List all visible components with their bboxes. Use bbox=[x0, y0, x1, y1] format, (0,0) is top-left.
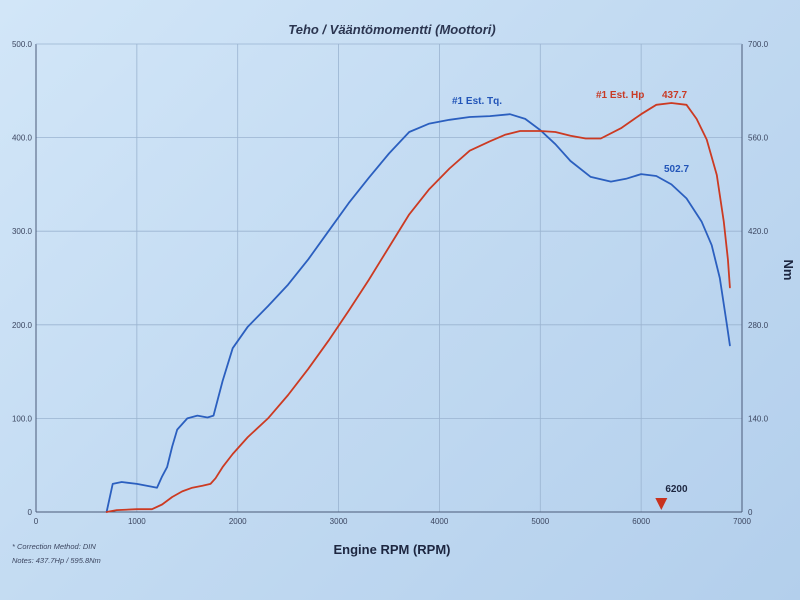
series-group bbox=[105, 102, 731, 513]
y-right-tick-label: 140.0 bbox=[748, 414, 769, 423]
x-tick-label: 0 bbox=[34, 517, 39, 526]
y-left-tick-label: 100.0 bbox=[12, 414, 33, 423]
x-tick-label: 7000 bbox=[733, 517, 751, 526]
grid bbox=[36, 44, 742, 512]
tick-labels: 0 1000 2000 3000 4000 5000 6000 70000100.0200.0… bbox=[12, 40, 769, 526]
hp-series-line bbox=[105, 102, 731, 513]
axes bbox=[35, 43, 743, 513]
y-right-tick-label: 280.0 bbox=[748, 321, 769, 330]
y-left-tick-label: 0 bbox=[28, 508, 33, 517]
x-tick-label: 4000 bbox=[431, 517, 449, 526]
x-tick-label: 6000 bbox=[632, 517, 650, 526]
torque-series-line bbox=[105, 113, 731, 513]
x-tick-label: 2000 bbox=[229, 517, 247, 526]
x-tick-label: 5000 bbox=[531, 517, 549, 526]
y-right-tick-label: 560.0 bbox=[748, 134, 769, 143]
x-axis-label: Engine RPM (RPM) bbox=[334, 542, 451, 557]
hp-series-label: #1 Est. Hp bbox=[596, 90, 644, 101]
notes-text: Notes: 437.7Hp / 595.8Nm bbox=[12, 556, 101, 565]
rpm-marker-triangle bbox=[655, 498, 668, 510]
rpm-marker: 6200 bbox=[655, 484, 688, 510]
y-right-tick-label: 420.0 bbox=[748, 227, 769, 236]
y-left-tick-label: 300.0 bbox=[12, 227, 33, 236]
y-left-tick-label: 500.0 bbox=[12, 40, 33, 49]
torque-series-label: #1 Est. Tq. bbox=[452, 96, 502, 107]
y-right-tick-label: 700.0 bbox=[748, 40, 769, 49]
rpm-marker-label: 6200 bbox=[665, 484, 688, 495]
annotations: Teho / Vääntömomentti (Moottori) Engine … bbox=[12, 22, 796, 565]
x-tick-label: 1000 bbox=[128, 517, 146, 526]
y-left-tick-label: 400.0 bbox=[12, 134, 33, 143]
correction-note: * Correction Method: DIN bbox=[12, 542, 96, 551]
hp-peak-label: 437.7 bbox=[662, 90, 687, 101]
x-tick-label: 3000 bbox=[330, 517, 348, 526]
y-left-tick-label: 200.0 bbox=[12, 321, 33, 330]
y-right-tick-label: 0 bbox=[748, 508, 753, 517]
right-axis-label: Nm bbox=[781, 260, 796, 281]
torque-peak-label: 502.7 bbox=[664, 164, 689, 175]
chart-title: Teho / Vääntömomentti (Moottori) bbox=[288, 22, 496, 37]
